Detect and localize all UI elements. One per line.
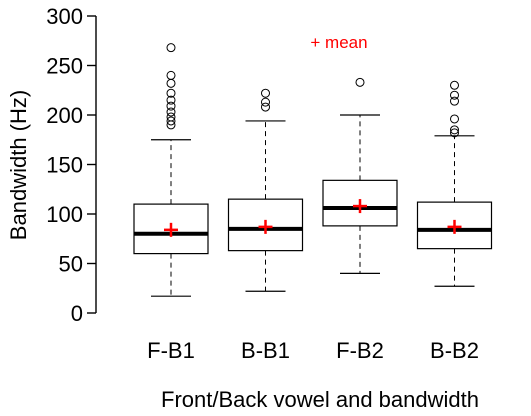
x-tick-label: F-B1 — [147, 338, 195, 363]
outlier-point — [166, 120, 176, 130]
outlier-point — [450, 125, 459, 135]
box-group — [227, 88, 304, 292]
outlier-point — [450, 128, 459, 138]
outlier-point — [166, 43, 176, 53]
box-group — [322, 77, 398, 274]
axes: 0 50 100 150 200 250 300 F-B1 B-B1 F-B2 B-B2 — [46, 4, 479, 363]
y-tick-label: 0 — [71, 301, 83, 326]
outlier-point — [166, 116, 176, 126]
y-tick-label: 200 — [46, 103, 83, 128]
x-tick-label: B-B2 — [430, 338, 479, 363]
y-tick-label: 300 — [46, 4, 83, 29]
outlier-point — [166, 78, 176, 88]
outlier-point — [450, 114, 459, 124]
outlier-point — [261, 97, 270, 107]
y-tick-label: 250 — [46, 54, 83, 79]
outlier-point — [450, 96, 459, 106]
outlier-point — [355, 77, 365, 87]
y-axis-label: Bandwidth (Hz) — [6, 90, 31, 240]
outlier-point — [261, 88, 270, 98]
x-tick-label: B-B1 — [241, 338, 290, 363]
outlier-point — [261, 102, 270, 112]
legend-mean: + mean — [310, 33, 367, 52]
y-tick-label: 50 — [59, 252, 83, 277]
outlier-point — [450, 80, 459, 90]
box-series — [133, 43, 493, 297]
box-group — [133, 43, 209, 297]
outlier-point — [166, 107, 176, 117]
y-tick-label: 100 — [46, 202, 83, 227]
outlier-point — [450, 90, 459, 100]
outlier-point — [166, 95, 176, 105]
outlier-point — [166, 70, 176, 80]
outlier-point — [166, 88, 176, 98]
x-tick-label: F-B2 — [336, 338, 384, 363]
y-tick-label: 150 — [46, 153, 83, 178]
box-group — [416, 80, 493, 287]
x-axis-label: Front/Back vowel and bandwidth — [161, 387, 479, 412]
outlier-point — [166, 101, 176, 111]
